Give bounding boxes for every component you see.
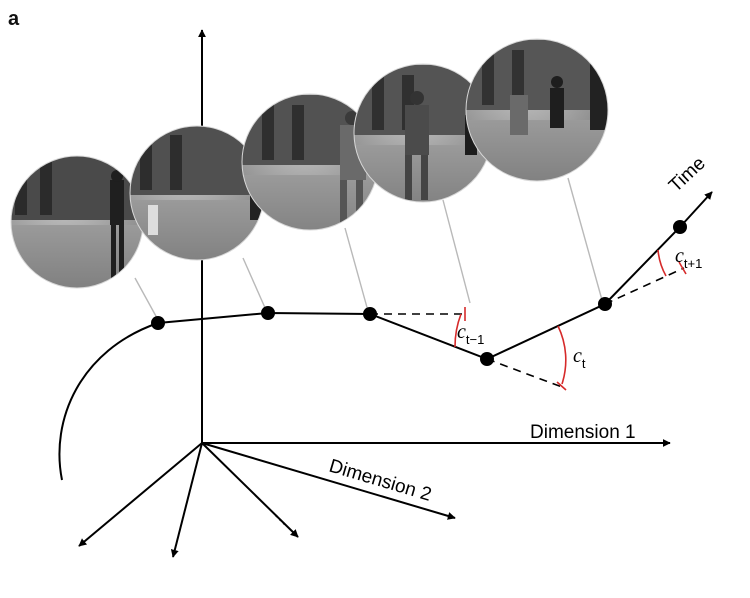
leader-line-5 (567, 177, 603, 301)
dimension1-label: Dimension 1 (530, 422, 636, 443)
extra-axis-1 (201, 442, 299, 538)
angle-arc-1 (454, 313, 462, 348)
extension-line-3 (604, 267, 685, 305)
dimension2-label: Dimension 2 (327, 456, 434, 506)
leader-line-2 (242, 257, 267, 311)
trajectory-point-5 (598, 297, 612, 311)
trajectory-point-3 (363, 307, 377, 321)
frame-3 (242, 94, 378, 230)
extra-axis-2 (170, 442, 203, 558)
trajectory-point-2 (261, 306, 275, 320)
angle-label-t-plus-1: ct+1 (675, 245, 702, 271)
angle-tick-2 (556, 381, 567, 391)
angle-label-t: ct (573, 345, 586, 371)
leader-line-1 (134, 277, 158, 319)
trajectory-point-4 (480, 352, 494, 366)
panel-label: a (8, 8, 20, 30)
more-dimensions-label: ... (270, 504, 296, 530)
trajectory-curve (58, 191, 713, 481)
leader-line-3 (344, 227, 369, 312)
angle-label-t-minus-1: ct−1 (457, 321, 484, 347)
angle-arc-3 (657, 249, 667, 277)
angle-tick-3 (678, 261, 687, 275)
angle-arc-2 (557, 325, 567, 385)
frame-5 (466, 39, 608, 181)
extension-line-2 (486, 358, 563, 388)
trajectory-point-1 (151, 316, 165, 330)
extra-axis-3 (78, 442, 203, 547)
leader-line-4 (442, 199, 471, 304)
time-label: Time (665, 153, 710, 197)
trajectory-point-6 (673, 220, 687, 234)
dimension2-axis (201, 442, 456, 520)
